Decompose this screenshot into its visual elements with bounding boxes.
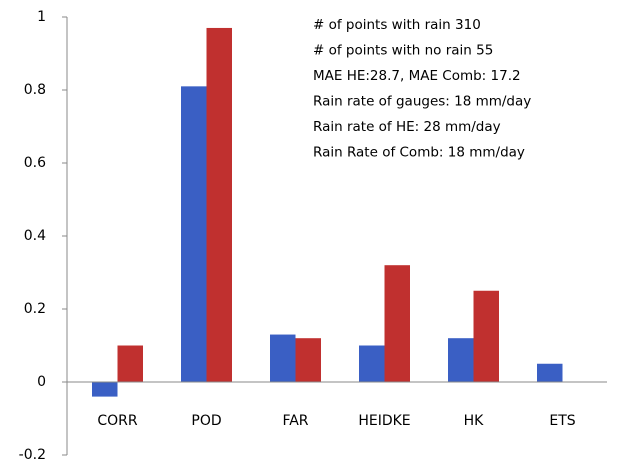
y-tick-label: 0.4 [24, 228, 46, 244]
bar [384, 265, 410, 382]
annotation: # of points with no rain 55 [313, 43, 493, 59]
annotation: Rain rate of gauges: 18 mm/day [313, 94, 531, 110]
y-tick-label: 0.8 [24, 82, 46, 98]
bar [448, 338, 474, 382]
x-tick-label: CORR [97, 413, 138, 429]
bar [181, 86, 207, 382]
bar [92, 382, 118, 397]
bar [206, 27, 232, 382]
bar [473, 290, 499, 382]
y-tick-label: 0.2 [24, 301, 46, 317]
annotation: # of points with rain 310 [313, 17, 481, 33]
bar [117, 345, 143, 382]
y-tick-label: 0 [37, 374, 46, 390]
bar [537, 363, 563, 382]
x-tick-label: ETS [549, 413, 575, 429]
annotation: MAE HE:28.7, MAE Comb: 17.2 [313, 68, 521, 84]
x-tick-label: HEIDKE [358, 413, 410, 429]
annotation: Rain rate of HE: 28 mm/day [313, 119, 501, 135]
y-tick-label: -0.2 [19, 447, 46, 463]
annotation: Rain Rate of Comb: 18 mm/day [313, 145, 525, 161]
x-tick-label: FAR [282, 413, 308, 429]
x-tick-label: POD [191, 413, 221, 429]
bar [359, 345, 385, 382]
y-tick-label: 1 [37, 9, 46, 25]
bar [270, 334, 296, 382]
x-tick-label: HK [464, 413, 485, 429]
y-tick-label: 0.6 [24, 155, 46, 171]
bar [295, 338, 321, 382]
